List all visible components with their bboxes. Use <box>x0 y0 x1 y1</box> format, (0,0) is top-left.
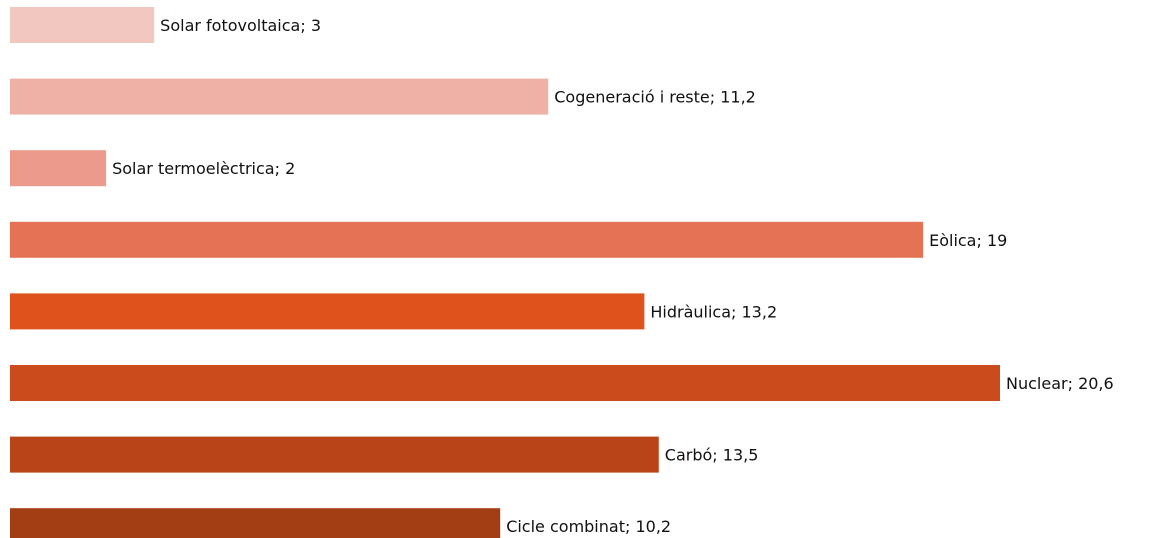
category-label: Solar termoelèctrica <box>112 159 274 178</box>
data-label: Carbó; 13,5 <box>665 445 759 464</box>
category-label: Cogeneració i reste <box>554 87 710 106</box>
data-label: Solar fotovoltaica; 3 <box>160 16 321 35</box>
category-label: Nuclear <box>1006 374 1068 393</box>
data-label: Cicle combinat; 10,2 <box>506 517 671 536</box>
label-separator: ; <box>710 87 720 106</box>
label-separator: ; <box>712 445 722 464</box>
value-label: 19 <box>987 230 1007 249</box>
label-separator: ; <box>275 159 285 178</box>
data-label: Nuclear; 20,6 <box>1006 374 1114 393</box>
value-label: 13,2 <box>742 302 778 321</box>
data-label: Solar termoelèctrica; 2 <box>112 159 295 178</box>
value-label: 11,2 <box>720 87 756 106</box>
data-label: Eòlica; 19 <box>929 230 1007 249</box>
bar <box>10 78 549 115</box>
bar <box>10 508 501 538</box>
label-separator: ; <box>300 16 310 35</box>
label-separator: ; <box>731 302 741 321</box>
value-label: 20,6 <box>1078 374 1114 393</box>
data-label: Cogeneració i reste; 11,2 <box>554 87 756 106</box>
bar <box>10 436 659 473</box>
value-label: 3 <box>311 16 321 35</box>
bar <box>10 7 155 43</box>
bar <box>10 293 645 330</box>
category-label: Cicle combinat <box>506 517 625 536</box>
label-separator: ; <box>976 230 986 249</box>
value-label: 2 <box>285 159 295 178</box>
category-label: Hidràulica <box>650 302 731 321</box>
bar <box>10 221 924 258</box>
bar <box>10 365 1000 401</box>
label-separator: ; <box>625 517 635 536</box>
category-label: Carbó <box>665 445 713 464</box>
category-label: Eòlica <box>929 230 976 249</box>
value-label: 13,5 <box>723 445 759 464</box>
data-label: Hidràulica; 13,2 <box>650 302 777 321</box>
category-label: Solar fotovoltaica <box>160 16 300 35</box>
bar <box>10 150 107 187</box>
label-separator: ; <box>1068 374 1078 393</box>
value-label: 10,2 <box>635 517 671 536</box>
